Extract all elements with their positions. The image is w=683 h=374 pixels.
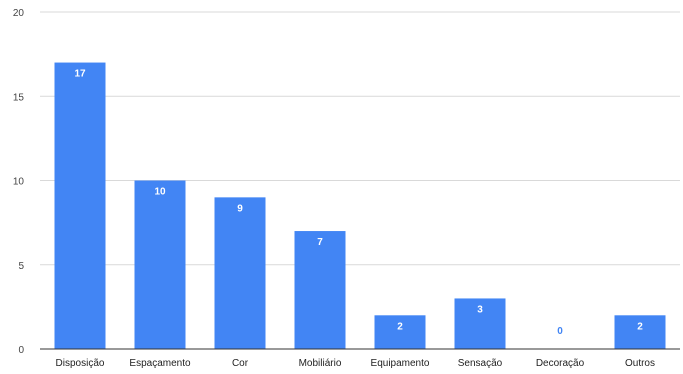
y-tick-label: 20	[13, 8, 25, 19]
bar	[134, 180, 186, 349]
x-category-label: Equipamento	[371, 358, 430, 369]
bar	[214, 197, 266, 349]
bars	[54, 62, 666, 350]
x-category-label: Disposição	[56, 358, 105, 369]
bar	[374, 315, 426, 349]
y-tick-label: 10	[13, 177, 25, 188]
bar-value-label: 17	[74, 69, 86, 80]
bar-value-label: 2	[637, 321, 643, 332]
bar	[454, 298, 506, 349]
y-axis-ticks: 0 5 10 15 20	[13, 8, 25, 356]
bar-value-label: 10	[154, 187, 166, 198]
bar-value-label: 7	[317, 237, 323, 248]
data-labels: 17 10 9 7 2 3 0 2	[74, 69, 643, 337]
y-tick-label: 5	[18, 261, 24, 272]
y-tick-label: 15	[13, 92, 25, 103]
bar-value-label: 9	[237, 203, 243, 214]
x-category-label: Outros	[625, 358, 655, 369]
bar-value-label: 3	[477, 304, 483, 315]
bar-value-label: 2	[397, 321, 403, 332]
x-category-label: Mobiliário	[299, 358, 342, 369]
x-category-label: Cor	[232, 358, 249, 369]
x-axis-categories: Disposição Espaçamento Cor Mobiliário Equipa…	[56, 358, 655, 369]
x-category-label: Espaçamento	[129, 358, 191, 369]
x-category-label: Sensação	[458, 358, 503, 369]
y-tick-label: 0	[18, 345, 24, 356]
bar	[294, 231, 346, 349]
x-category-label: Decoração	[536, 358, 585, 369]
bar-value-label: 0	[557, 326, 563, 337]
bar	[614, 315, 666, 349]
bar	[54, 62, 106, 350]
